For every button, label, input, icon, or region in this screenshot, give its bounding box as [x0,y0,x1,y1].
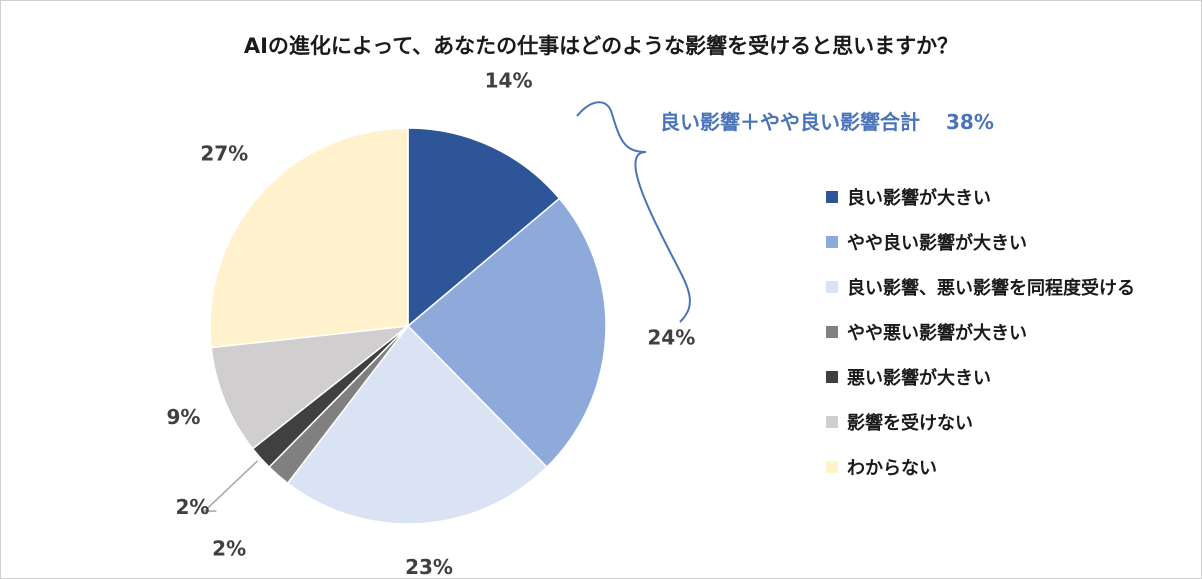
legend-label: やや悪い影響が大きい [847,322,1027,344]
slice-value-label: 23% [405,555,453,579]
legend: 良い影響が大きいやや良い影響が大きい良い影響、悪い影響を同程度受ける やや悪い影響… [826,174,1135,489]
legend-item: やや良い影響が大きい [826,219,1135,264]
legend-swatch [826,325,838,338]
legend-swatch [826,460,838,473]
legend-label: 良い影響が大きい [847,187,991,209]
legend-label: 悪い影響が大きい [847,367,991,389]
legend-item: 良い影響、悪い影響を同程度受ける [826,264,1135,309]
slice-value-label: 27% [200,141,248,165]
slice-value-label: 9% [166,405,200,429]
pie-slices [209,127,607,525]
legend-item: 悪い影響が大きい [826,354,1135,399]
legend-swatch [826,415,838,428]
slice-value-label: 24% [647,325,695,349]
legend-item: わからない [826,444,1135,489]
annotation-brace [576,101,691,323]
legend-label: やや良い影響が大きい [847,232,1027,254]
pie-slice [210,324,411,450]
chart-title: AIの進化によって、あなたの仕事はどのような影響を受けると思いますか？ [243,34,959,58]
leader-lines [202,460,259,512]
legend-label: わからない [847,457,937,479]
legend-swatch [826,370,838,383]
legend-item: やや悪い影響が大きい [826,309,1135,354]
pie-slice [209,127,409,349]
legend-item: 良い影響が大きい [826,174,1135,219]
annotation-total: 38% [946,110,994,134]
pie-slice [286,324,548,525]
annotation-text: 良い影響＋やや良い影響合計 [660,110,920,134]
legend-item: 影響を受けない [826,399,1135,444]
annotation: 良い影響＋やや良い影響合計 38% [660,106,994,135]
legend-swatch [826,280,838,293]
data-labels: 14% 24% 23% 2%2% 9% 27% [166,69,695,579]
legend-swatch [826,190,838,203]
legend-swatch [826,235,838,248]
slice-value-label: 14% [485,69,533,93]
pie-slice [406,197,607,469]
leader-line [202,460,259,512]
slice-value-label: 2% [175,495,209,519]
legend-label: 良い影響、悪い影響を同程度受ける [847,277,1135,299]
pie-slice [407,127,561,328]
slice-value-label: 2% [212,536,246,560]
legend-label: 影響を受けない [847,412,973,434]
